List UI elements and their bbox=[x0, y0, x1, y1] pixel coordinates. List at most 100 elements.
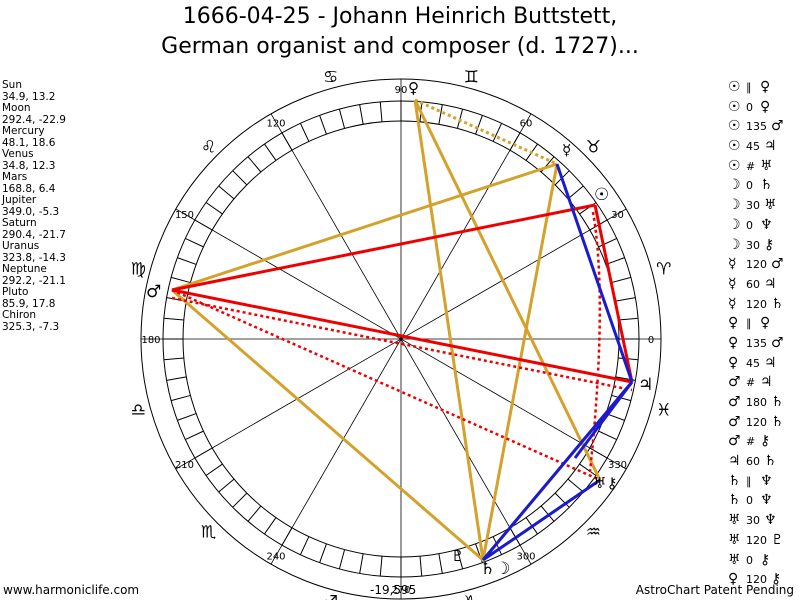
aspect-row: ☿ 60 ♃ bbox=[728, 275, 784, 295]
degree-tick bbox=[438, 553, 443, 574]
degree-tick bbox=[170, 276, 191, 284]
planet-name-moon: Moon bbox=[2, 102, 31, 114]
aspect-type: 0 bbox=[746, 100, 753, 114]
aspect-row: ♄ 0 ♆ bbox=[728, 491, 784, 511]
degree-tick bbox=[338, 549, 346, 570]
aspect-planet1: ☿ bbox=[728, 256, 737, 273]
aspect-line-red bbox=[593, 204, 634, 383]
degree-label-120: 120 bbox=[266, 118, 285, 129]
aspect-planet2: ⚷ bbox=[771, 571, 782, 588]
aspect-row: ☉ 45 ♃ bbox=[728, 137, 784, 157]
aspect-type: 120 bbox=[746, 415, 767, 429]
aspect-planet2: ♂ bbox=[771, 256, 784, 273]
planet-position-list: Sun 34.9, 13.2 Moon 292.4, -22.9 Mercury… bbox=[2, 79, 66, 333]
aspect-line-gold bbox=[171, 162, 558, 292]
house-spoke bbox=[175, 208, 627, 470]
degree-tick bbox=[567, 185, 584, 200]
aspect-planet2: ♄ bbox=[764, 453, 777, 470]
degree-tick bbox=[247, 156, 262, 173]
aspect-planet2: ♄ bbox=[771, 413, 784, 430]
aspect-planet2: ♅ bbox=[764, 197, 777, 214]
aspect-type: ∥ bbox=[746, 81, 752, 94]
venus-glyph-chart: ♀ bbox=[408, 79, 419, 97]
aspect-planet2: ♃ bbox=[764, 275, 777, 292]
aspect-planet1: ☿ bbox=[728, 295, 737, 312]
aspect-planet1: ☽ bbox=[728, 216, 741, 233]
aspect-planet1: ☽ bbox=[728, 197, 741, 214]
aspect-planet2: ⚷ bbox=[760, 551, 771, 568]
aspect-type: 0 bbox=[746, 494, 753, 508]
aspect-planet1: ♅ bbox=[728, 512, 741, 529]
aspect-row: ♂ 180 ♄ bbox=[728, 393, 784, 413]
aspect-row: ♂ # ⚷ bbox=[728, 432, 784, 452]
planet-value-venus: 34.8, 12.3 bbox=[2, 159, 56, 172]
pluto-glyph-chart: ♇ bbox=[451, 547, 464, 565]
chart-title-line2: German organist and composer (d. 1727)..… bbox=[161, 34, 639, 59]
aspect-type: 0 bbox=[746, 553, 753, 567]
degree-tick bbox=[163, 357, 184, 361]
planet-glyphs: ♀ ☿ ☉ ♂ ♃ ♅⚷ ♇ ♄☽ bbox=[146, 79, 653, 579]
aspect-type: 0 bbox=[746, 179, 753, 193]
aspect-type: 135 bbox=[746, 336, 767, 350]
aspect-row: ☽ 30 ⚷ bbox=[728, 236, 784, 256]
aspect-line-blue bbox=[573, 381, 634, 459]
aspect-row: ☽ 0 ♄ bbox=[728, 176, 784, 196]
degree-tick bbox=[232, 492, 248, 508]
planet-name-saturn: Saturn bbox=[2, 217, 37, 229]
degree-label-210: 210 bbox=[175, 460, 194, 471]
footer-patent: AstroChart Patent Pending bbox=[635, 583, 794, 597]
planet-value-saturn: 290.4, -21.7 bbox=[2, 228, 66, 241]
aspect-planet1: ☉ bbox=[728, 79, 741, 95]
house-spokes bbox=[141, 79, 661, 599]
aspect-row: ♅ 120 ♇ bbox=[728, 531, 784, 551]
aspect-planet1: ♅ bbox=[728, 551, 741, 568]
degree-tick bbox=[605, 257, 625, 265]
aspect-line-gold bbox=[413, 99, 602, 481]
aspect-row: ♅ 30 ♆ bbox=[728, 511, 784, 531]
aspect-type: 60 bbox=[746, 455, 760, 469]
aspect-type: 135 bbox=[746, 120, 767, 134]
degree-tick bbox=[185, 430, 204, 441]
zodiac-sign-11: ♓ bbox=[656, 400, 671, 420]
degree-tick bbox=[598, 237, 617, 248]
aspect-planet1: ☉ bbox=[728, 118, 741, 135]
aspect-type: 30 bbox=[746, 514, 760, 528]
degree-tick bbox=[615, 297, 636, 302]
aspect-row: ♄ ∥ ♆ bbox=[728, 472, 784, 492]
planet-name-chiron: Chiron bbox=[2, 309, 37, 321]
aspect-planet2: ♅ bbox=[760, 157, 773, 174]
degree-label-180: 180 bbox=[141, 335, 160, 346]
degree-tick bbox=[554, 492, 570, 508]
planet-value-mars: 168.8, 6.4 bbox=[2, 182, 56, 195]
moon-saturn-neptune-glyph-chart: ♄☽ bbox=[480, 559, 510, 579]
aspect-line-blue bbox=[555, 163, 634, 383]
aspect-planet2: ♃ bbox=[764, 138, 777, 155]
aspect-type: # bbox=[746, 159, 756, 173]
aspect-type: # bbox=[746, 435, 756, 449]
aspect-planet2: ♂ bbox=[771, 334, 784, 351]
degree-tick bbox=[579, 463, 597, 476]
degree-label-300: 300 bbox=[516, 552, 535, 563]
aspect-planet1: ☿ bbox=[728, 275, 737, 292]
aspect-planet1: ♂ bbox=[728, 433, 741, 450]
aspect-row: ☉ # ♅ bbox=[728, 157, 784, 177]
planet-value-jupiter: 349.0, -5.3 bbox=[2, 205, 60, 218]
degree-label-240: 240 bbox=[266, 552, 285, 563]
aspect-planet1: ♅ bbox=[728, 531, 741, 548]
aspect-planet2: ♄ bbox=[771, 394, 784, 410]
degree-tick bbox=[567, 478, 584, 493]
planet-value-uranus: 323.8, -14.3 bbox=[2, 251, 66, 264]
planet-value-chiron: 325.3, -7.3 bbox=[2, 320, 60, 333]
degree-tick bbox=[232, 170, 248, 186]
aspect-row: ♀ 135 ♂ bbox=[728, 334, 784, 354]
aspect-planet2: ♆ bbox=[760, 472, 773, 489]
mars-glyph-chart: ♂ bbox=[146, 282, 161, 302]
aspect-type: 120 bbox=[746, 533, 767, 547]
aspect-planet2: ♂ bbox=[771, 118, 784, 135]
aspect-planet1: ♀ bbox=[728, 354, 739, 371]
degree-label-90: 90 bbox=[395, 85, 408, 96]
aspect-type: ∥ bbox=[746, 317, 752, 331]
planet-value-mercury: 48.1, 18.6 bbox=[2, 136, 56, 149]
aspect-planet2: ♄ bbox=[771, 295, 784, 312]
